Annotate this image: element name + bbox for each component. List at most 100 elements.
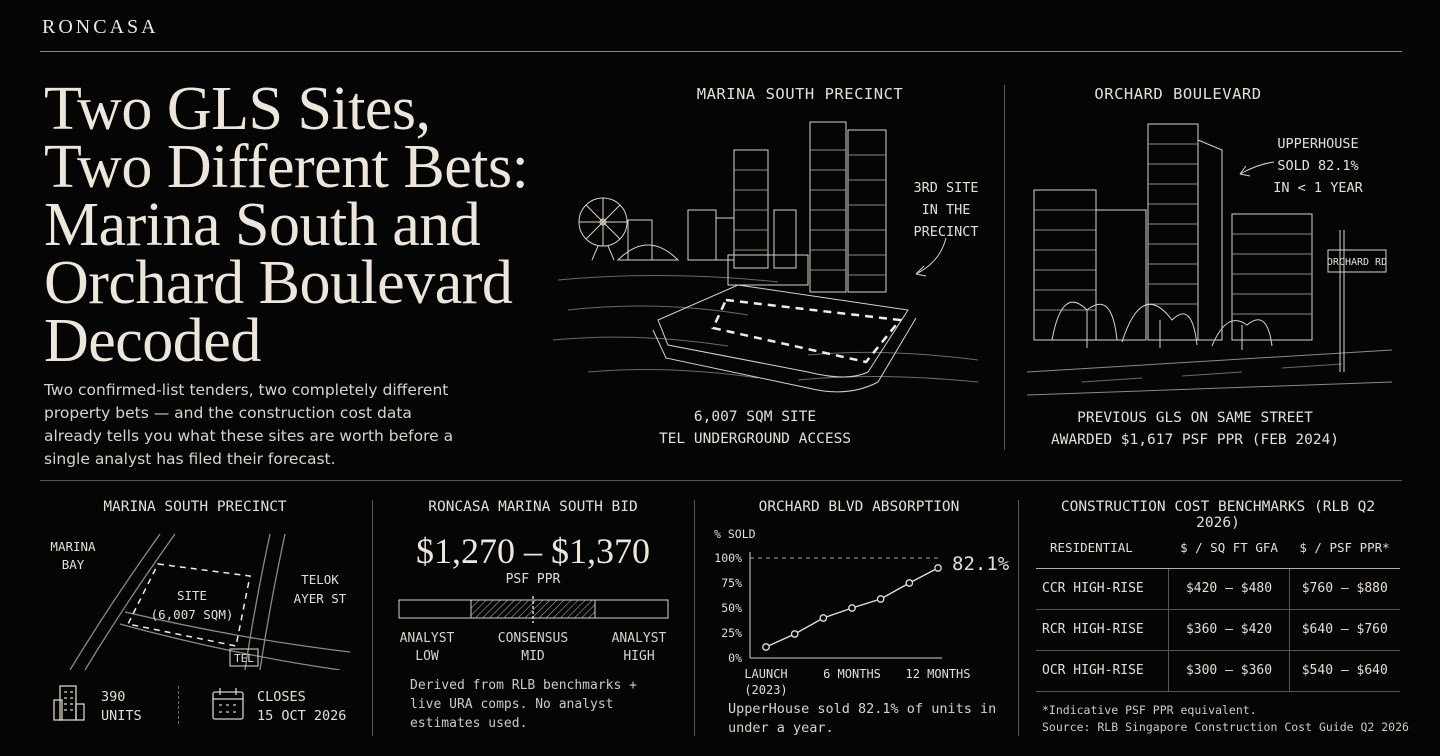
marina-caption: 6,007 SQM SITE TEL UNDERGROUND ACCESS [600, 406, 910, 450]
table-row: RCR HIGH-RISE $360 – $420 $640 – $760 [1036, 609, 1400, 651]
orchard-road-sign: ORCHARD RD [1327, 257, 1387, 268]
data-point [876, 595, 885, 603]
orchard-sketch: ORCHARD RD UPPERHOUSE SOLD 82.1% IN < 1 … [1026, 123, 1393, 396]
calendar-icon [212, 688, 244, 720]
table-cell: CCR HIGH-RISE [1036, 568, 1170, 610]
bid-section-title: RONCASA MARINA SOUTH BID [428, 499, 638, 515]
table-cell: $760 – $880 [1289, 568, 1400, 610]
bid-label-low-line: LOW [415, 649, 439, 664]
bid-label-low-line: ANALYST [399, 631, 455, 646]
y-tick-label: 100% [714, 551, 742, 565]
stat-divider [178, 686, 179, 724]
table-header: RESIDENTIAL [1036, 528, 1169, 569]
units-stat: 390 UNITS [101, 688, 142, 726]
table-cell: $360 – $420 [1168, 609, 1290, 651]
map-label-telok: TELOK [301, 572, 339, 587]
y-tick-label: 0% [728, 651, 742, 665]
closes-stat: CLOSES 15 OCT 2026 [257, 688, 346, 726]
orchard-annotation-line: UPPERHOUSE [1277, 136, 1358, 152]
data-point [762, 643, 770, 651]
data-point [819, 614, 828, 622]
marina-caption-line: TEL UNDERGROUND ACCESS [658, 431, 852, 447]
table-header-row: RESIDENTIAL $ / SQ FT GFA $ / PSF PPR* [1036, 528, 1400, 569]
map-section-title: MARINA SOUTH PRECINCT [103, 499, 287, 515]
bid-unit: PSF PPR [505, 572, 561, 587]
bid-label-low: ANALYST LOW [382, 630, 472, 666]
headline-line: Decoded [44, 307, 261, 375]
marina-annotation-line: PRECINCT [913, 224, 978, 240]
bid-label-mid: CONSENSUS MID [488, 630, 578, 666]
x-tick-label: 6 MONTHS [823, 667, 881, 681]
headline: Two GLS Sites, Two Different Bets: Marin… [44, 75, 564, 375]
data-point [848, 604, 856, 612]
headline-line: Two Different Bets: [44, 133, 529, 201]
panel-divider [1004, 85, 1005, 450]
orchard-annotation-line: IN < 1 YEAR [1273, 180, 1363, 196]
y-tick-label: 75% [721, 576, 742, 590]
y-tick-label: 25% [721, 626, 742, 640]
bid-range: $1,270 – $1,370 [416, 531, 650, 571]
closes-label: CLOSES [257, 689, 306, 705]
chart-ylabel: % SOLD [714, 527, 756, 541]
section-divider [1018, 500, 1019, 736]
orchard-caption-line: PREVIOUS GLS ON SAME STREET [1077, 410, 1313, 426]
marina-panel-title: MARINA SOUTH PRECINCT [696, 85, 904, 103]
orchard-annotation-line: SOLD 82.1% [1277, 158, 1358, 174]
data-point [934, 564, 942, 572]
marina-sketch: 3RD SITE IN THE PRECINCT [552, 121, 979, 393]
data-point [905, 579, 914, 587]
table-header: $ / PSF PPR* [1289, 528, 1400, 569]
map-label-tel: TEL [234, 652, 254, 665]
table-row: OCR HIGH-RISE $300 – $360 $540 – $640 [1036, 650, 1400, 692]
bid-label-mid-line: MID [521, 649, 545, 664]
table-cell: OCR HIGH-RISE [1036, 650, 1170, 692]
closes-date: 15 OCT 2026 [257, 708, 347, 724]
map-label-site: SITE [177, 588, 207, 603]
absorption-note: UpperHouse sold 82.1% of units in under … [728, 701, 997, 736]
mid-divider [40, 480, 1402, 481]
table-cell: $420 – $480 [1168, 568, 1290, 610]
units-value: 390 [101, 689, 126, 705]
top-divider [40, 51, 1402, 52]
table-cell: $540 – $640 [1289, 650, 1400, 692]
x-tick-label: LAUNCH [744, 667, 787, 681]
absorption-chart: % SOLD 0% 25% 50% 75% 100% LAUNCH (2023) 6 MON… [714, 527, 1010, 697]
source-text: Source: RLB Singapore Construction Cost … [1042, 720, 1409, 734]
bid-label-high: ANALYST HIGH [594, 630, 684, 666]
marina-annotation-line: 3RD SITE [913, 180, 978, 196]
footnote-text: *Indicative PSF PPR equivalent. [1042, 703, 1257, 717]
table-header: $ / SQ FT GFA [1168, 528, 1290, 569]
data-point [790, 630, 799, 638]
units-label: UNITS [101, 708, 142, 724]
building-icon [53, 685, 85, 721]
y-tick-label: 50% [721, 601, 742, 615]
headline-line: Marina South and [44, 191, 481, 259]
headline-line: Orchard Boulevard [44, 249, 513, 317]
map-label-bay: BAY [62, 557, 85, 572]
precinct-map: MARINA BAY SITE (6,007 SQM) TELOK AYER S… [50, 533, 351, 670]
table-cell: RCR HIGH-RISE [1036, 609, 1170, 651]
table-row: CCR HIGH-RISE $420 – $480 $760 – $880 [1036, 568, 1400, 610]
orchard-panel-title: ORCHARD BOULEVARD [1094, 85, 1262, 103]
headline-line: Two GLS Sites, [44, 75, 431, 143]
marina-annotation-line: IN THE [922, 202, 971, 218]
brand-logo: RONCASA [42, 16, 159, 38]
x-tick-label: (2023) [744, 683, 787, 697]
bid-range-bar [398, 596, 669, 623]
end-value-label: 82.1% [952, 553, 1010, 575]
map-label-bay: MARINA [50, 539, 96, 554]
x-tick-label: 12 MONTHS [905, 667, 970, 681]
bid-label-mid-line: CONSENSUS [497, 631, 569, 646]
table-cell: $300 – $360 [1168, 650, 1290, 692]
section-divider [694, 500, 695, 736]
intro-paragraph: Two confirmed-list tenders, two complete… [44, 381, 454, 468]
cost-section-title: CONSTRUCTION COST BENCHMARKS (RLB Q2 202… [1060, 499, 1376, 531]
orchard-caption-line: AWARDED $1,617 PSF PPR (FEB 2024) [1050, 432, 1340, 448]
bid-label-high-line: ANALYST [611, 631, 667, 646]
map-label-telok: AYER ST [294, 591, 347, 606]
bid-note: Derived from RLB benchmarks + live URA c… [410, 678, 637, 731]
absorption-section-title: ORCHARD BLVD ABSORPTION [758, 499, 960, 515]
marina-caption-line: 6,007 SQM SITE [693, 409, 817, 425]
table-cell: $640 – $760 [1289, 609, 1400, 651]
bid-label-high-line: HIGH [623, 649, 655, 664]
